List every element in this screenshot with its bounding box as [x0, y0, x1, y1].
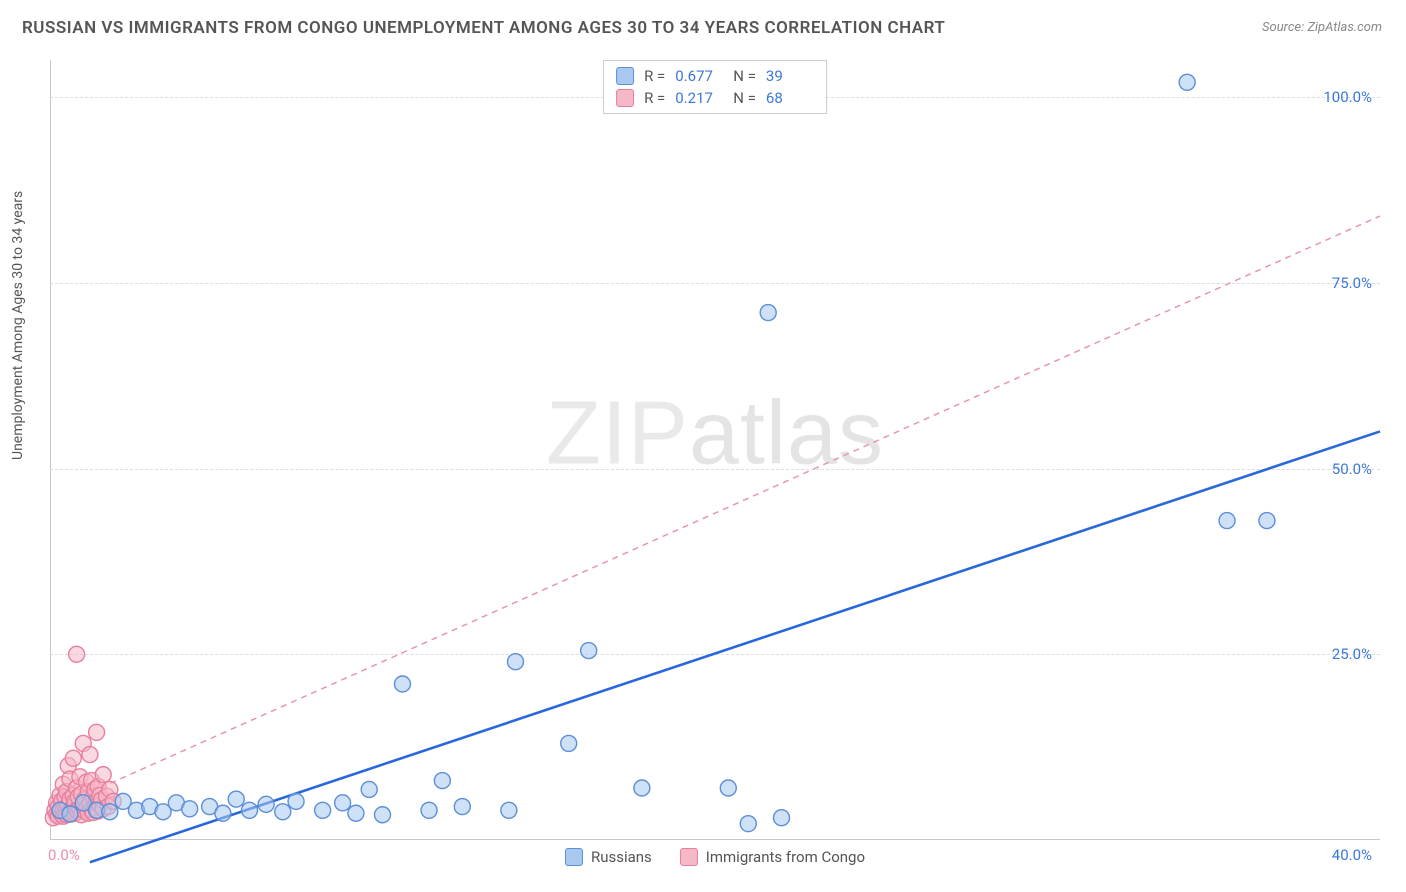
scatter-plot-svg [50, 60, 1380, 840]
correlation-legend: R = 0.677 N = 39 R = 0.217 N = 68 [603, 60, 827, 114]
data-point [634, 780, 650, 796]
chart-container: RUSSIAN VS IMMIGRANTS FROM CONGO UNEMPLO… [0, 0, 1406, 892]
data-point [760, 305, 776, 321]
data-point [82, 747, 98, 763]
legend-swatch [616, 89, 634, 107]
data-point [62, 806, 78, 822]
data-point [258, 796, 274, 812]
legend-row: R = 0.677 N = 39 [616, 65, 814, 87]
data-point [1179, 74, 1195, 90]
data-point [315, 802, 331, 818]
data-point [774, 810, 790, 826]
data-point [275, 804, 291, 820]
data-point [65, 750, 81, 766]
data-point [1219, 513, 1235, 529]
data-point [228, 791, 244, 807]
legend-label: Russians [591, 848, 652, 866]
x-tick-label: 40.0% [1332, 846, 1372, 864]
source-prefix: Source: [1262, 20, 1307, 35]
data-point [361, 781, 377, 797]
data-point [375, 807, 391, 823]
trendline-russians [90, 431, 1380, 862]
data-point [421, 802, 437, 818]
data-point [215, 805, 231, 821]
source-name: ZipAtlas.com [1307, 20, 1382, 35]
data-point [335, 795, 351, 811]
legend-n-label: N = [733, 89, 756, 107]
data-point [434, 773, 450, 789]
data-point [95, 767, 111, 783]
data-point [394, 676, 410, 692]
y-axis-label: Unemployment Among Ages 30 to 34 years [10, 191, 26, 460]
plot-area: ZIPatlas R =0.677N =39R =0.217N =68 Russ… [50, 60, 1380, 840]
data-point [561, 735, 577, 751]
legend-r-value: 0.217 [675, 89, 723, 107]
data-point [102, 804, 118, 820]
legend-r-label: R = [644, 67, 665, 85]
data-point [182, 801, 198, 817]
legend-item: Immigrants from Congo [680, 848, 865, 866]
data-point [454, 799, 470, 815]
data-point [581, 643, 597, 659]
legend-n-value: 68 [766, 89, 814, 107]
data-point [501, 802, 517, 818]
data-point [288, 793, 304, 809]
data-point [69, 646, 85, 662]
chart-title: RUSSIAN VS IMMIGRANTS FROM CONGO UNEMPLO… [22, 18, 945, 38]
legend-r-value: 0.677 [675, 67, 723, 85]
y-tick-label: 75.0% [1332, 274, 1372, 292]
data-point [89, 724, 105, 740]
legend-r-label: R = [644, 89, 665, 107]
legend-n-value: 39 [766, 67, 814, 85]
legend-swatch [680, 848, 698, 866]
legend-item: Russians [565, 848, 652, 866]
x-tick-label: 0.0% [48, 846, 80, 864]
legend-label: Immigrants from Congo [706, 848, 865, 866]
y-tick-label: 25.0% [1332, 645, 1372, 663]
series-legend: Russians Immigrants from Congo [565, 848, 865, 866]
data-point [348, 805, 364, 821]
y-tick-label: 50.0% [1332, 460, 1372, 478]
legend-row: R = 0.217 N = 68 [616, 87, 814, 109]
legend-swatch [565, 848, 583, 866]
legend-swatch [616, 67, 634, 85]
data-point [720, 780, 736, 796]
trendline-congo [50, 216, 1380, 810]
data-point [242, 802, 258, 818]
source-credit: Source: ZipAtlas.com [1262, 20, 1382, 35]
data-point [740, 816, 756, 832]
data-point [1259, 513, 1275, 529]
data-point [508, 654, 524, 670]
legend-n-label: N = [733, 67, 756, 85]
y-tick-label: 100.0% [1323, 88, 1372, 106]
